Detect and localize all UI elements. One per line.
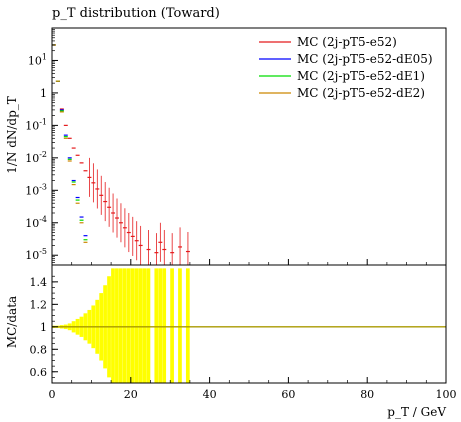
x-tick-label: 0 <box>49 388 56 401</box>
ratio-band-bin <box>162 268 167 383</box>
ratio-band-bin <box>158 268 163 383</box>
ratio-y-axis-label: MC/data <box>5 296 19 348</box>
ratio-band-bin <box>134 268 139 383</box>
axes: 10-5 10-4 10-3 10-2 10-1 1 101 0.6 0.8 1 1.2 1.4 0 20… <box>25 27 457 401</box>
x-axis-label: p_T / GeV <box>387 405 446 419</box>
main-y-tick-label: 10-2 <box>25 150 47 165</box>
ratio-band-bin <box>115 268 119 383</box>
legend-label: MC (2j-pT5-e52-dE2) <box>297 86 425 100</box>
x-tick-label: 80 <box>360 388 374 401</box>
main-plot-panel <box>52 44 190 265</box>
legend-label: MC (2j-pT5-e52-dE1) <box>297 69 425 83</box>
ratio-y-tick-label: 1.4 <box>30 276 48 289</box>
main-y-axis-label: 1/N dN/dp_T <box>5 96 19 174</box>
ratio-band-bin <box>122 268 127 383</box>
x-tick-label: 100 <box>436 388 457 401</box>
ratio-band-bin <box>185 268 190 383</box>
ratio-band-bin <box>126 268 131 383</box>
ratio-band-bin <box>154 268 159 383</box>
main-y-tick-label: 10-3 <box>25 182 47 197</box>
legend-label: MC (2j-pT5-e52) <box>297 35 397 49</box>
ratio-band-bin <box>142 268 147 383</box>
ratio-band-bin <box>118 268 123 383</box>
main-y-tick-label: 101 <box>28 52 47 67</box>
ratio-y-tick-label: 0.8 <box>30 343 48 356</box>
main-y-tick-label: 1 <box>40 87 47 100</box>
legend-label: MC (2j-pT5-e52-dE05) <box>297 52 433 66</box>
ratio-band-bin <box>111 268 115 383</box>
ratio-y-tick-label: 0.6 <box>30 366 48 379</box>
ratio-band-bin <box>170 268 174 383</box>
x-tick-label: 20 <box>124 388 138 401</box>
main-y-tick-label: 10-4 <box>25 215 47 230</box>
x-tick-label: 40 <box>203 388 217 401</box>
x-tick-label: 60 <box>281 388 295 401</box>
ratio-band-bin <box>178 268 182 383</box>
chart-title: p_T distribution (Toward) <box>52 6 220 21</box>
main-y-tick-label: 10-5 <box>25 247 47 262</box>
ratio-band-bin <box>130 268 135 383</box>
legend: MC (2j-pT5-e52) MC (2j-pT5-e52-dE05) MC (2… <box>259 35 433 100</box>
main-y-tick-label: 10-1 <box>25 117 47 132</box>
ratio-y-tick-label: 1.2 <box>30 298 48 311</box>
ratio-y-tick-label: 1 <box>40 321 47 334</box>
ratio-band-bin <box>138 268 143 383</box>
ratio-plot-panel <box>52 268 446 383</box>
ratio-band-bin <box>146 268 151 383</box>
